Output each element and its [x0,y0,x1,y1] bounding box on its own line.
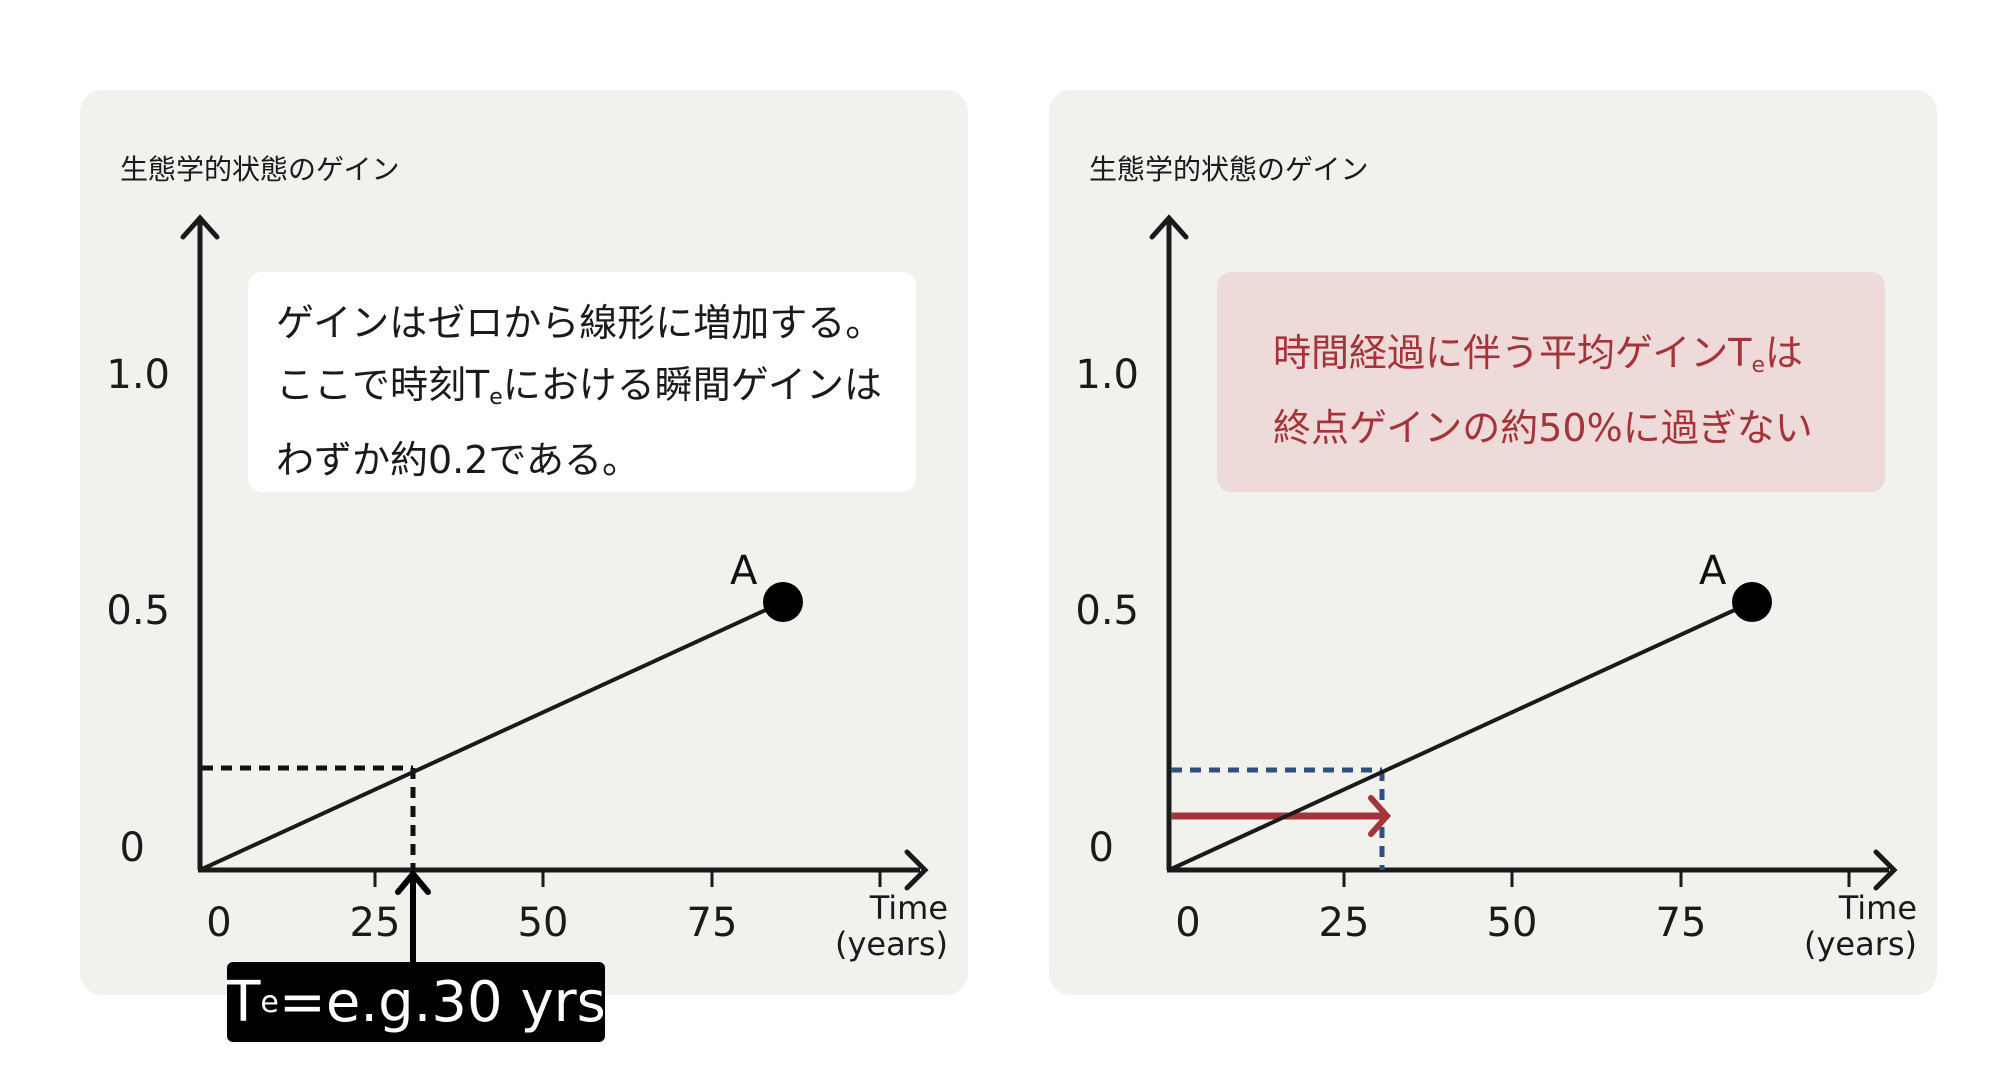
x-tick-75: 75 [1655,900,1707,946]
left-chart-plot [180,214,929,965]
x-axis-title: Time (years) [834,889,948,963]
x-axis-arrow-icon [904,849,929,891]
right-chart-plot [1149,214,1898,891]
x-tick-50: 50 [1486,900,1538,946]
right-chart-panel: 生態学的状態のゲイン 1.0 0.5 0 0 25 50 75 Time (ye… [1049,90,1937,995]
y-tick-0-5: 0.5 [1075,588,1139,634]
y-axis-arrow-icon [1149,214,1189,240]
gain-line [1168,600,1753,872]
y-tick-1-0: 1.0 [106,352,170,398]
x-axis-arrow-icon [1873,849,1898,891]
y-tick-0: 0 [1088,825,1114,871]
te-arrow-head-icon [395,869,431,895]
y-tick-0-5: 0.5 [106,588,170,634]
y-tick-1-0: 1.0 [1075,352,1139,398]
point-a-label: A [730,548,758,594]
left-chart-panel: 生態学的状態のゲイン 1.0 0.5 0 0 25 50 75 Time (ye… [80,90,968,995]
gain-line [199,600,784,872]
y-axis-arrow-icon [180,214,220,240]
point-a-label: A [1699,548,1727,594]
x-tick-50: 50 [517,900,569,946]
conclusion-callout: 時間経過に伴う平均ゲインTeは 終点ゲインの約50%に過ぎない [1217,272,1885,492]
y-axis-title: 生態学的状態のゲイン [1089,153,1369,186]
x-tick-0: 0 [1175,900,1201,946]
point-a-marker [1732,582,1772,622]
x-tick-0: 0 [206,900,232,946]
y-tick-0: 0 [119,825,145,871]
x-axis-title: Time (years) [1803,889,1917,963]
x-tick-25: 25 [349,900,401,946]
x-tick-75: 75 [686,900,738,946]
point-a-marker [763,582,803,622]
x-tick-25: 25 [1318,900,1370,946]
y-axis-title: 生態学的状態のゲイン [120,153,400,186]
explanation-callout: ゲインはゼロから線形に増加する。 ここで時刻Teにおける瞬間ゲインは わずか約0… [248,272,916,492]
average-arrow-head-icon [1368,795,1392,837]
